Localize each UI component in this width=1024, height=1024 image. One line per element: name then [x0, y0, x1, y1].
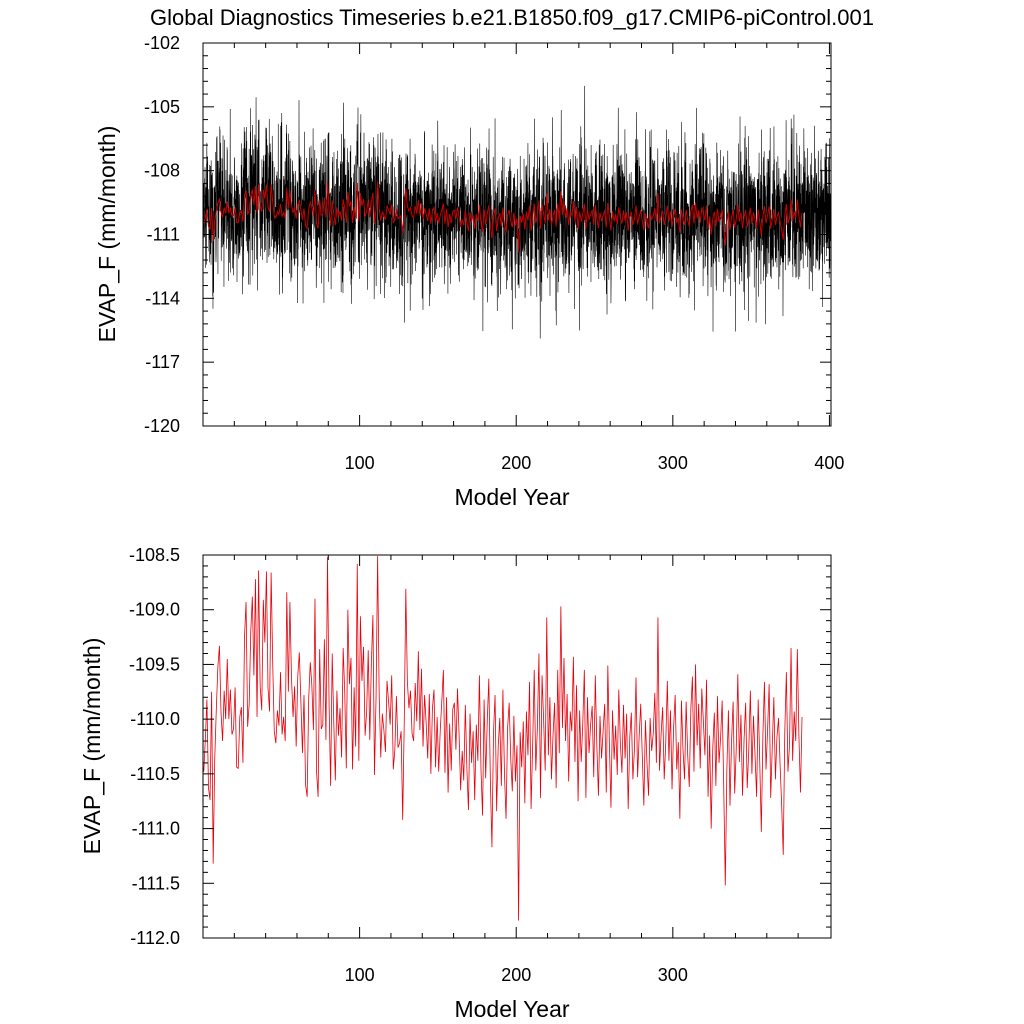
y-tick-label: -108.5 [129, 545, 180, 565]
y-tick-label: -108 [144, 161, 180, 181]
x-tick-label: 100 [345, 453, 375, 473]
figure-title: Global Diagnostics Timeseries b.e21.B185… [150, 5, 874, 30]
x-axis-label: Model Year [454, 484, 569, 510]
plot-frame [202, 554, 832, 939]
upper-timeseries-panel: -120 -117 -114 -111 -108 -105 -102 100 200 300 400… [94, 33, 844, 510]
annual-mean-series-line [203, 181, 803, 253]
lower-annual-mean-panel: -112.0 -111.5 -111.0 -110.5 -110.0 -109.5 -109… [79, 545, 832, 1022]
y-tick-label: -111.5 [132, 873, 180, 893]
y-tick-label: -105 [144, 97, 180, 117]
y-tick-label: -102 [144, 33, 180, 53]
x-tick-label: 400 [814, 453, 844, 473]
y-axis-label: EVAP_F (mm/month) [79, 638, 105, 855]
plot-area-0 [203, 85, 831, 339]
y-tick-label: -114 [145, 288, 180, 308]
x-axis-label: Model Year [454, 996, 569, 1022]
y-tick-label: -109.5 [129, 654, 180, 674]
y-axis-label: EVAP_F (mm/month) [94, 126, 120, 343]
y-tick-label: -110.5 [130, 764, 180, 784]
plot-area-1 [203, 556, 803, 921]
annual-mean-series-line [203, 556, 803, 921]
y-tick-label: -117 [145, 352, 180, 372]
x-tick-label: 300 [658, 965, 688, 985]
y-tick-label: -111 [147, 225, 180, 245]
y-tick-label: -110.0 [130, 709, 180, 729]
x-tick-label: 300 [658, 453, 688, 473]
monthly-series-line [203, 85, 831, 339]
x-tick-label: 200 [501, 965, 531, 985]
x-tick-label: 200 [501, 453, 531, 473]
y-tick-label: -112.0 [130, 928, 180, 948]
x-tick-label: 100 [345, 965, 375, 985]
y-tick-label: -111.0 [132, 819, 180, 839]
y-tick-label: -109.0 [129, 600, 180, 620]
y-tick-label: -120 [144, 416, 180, 436]
